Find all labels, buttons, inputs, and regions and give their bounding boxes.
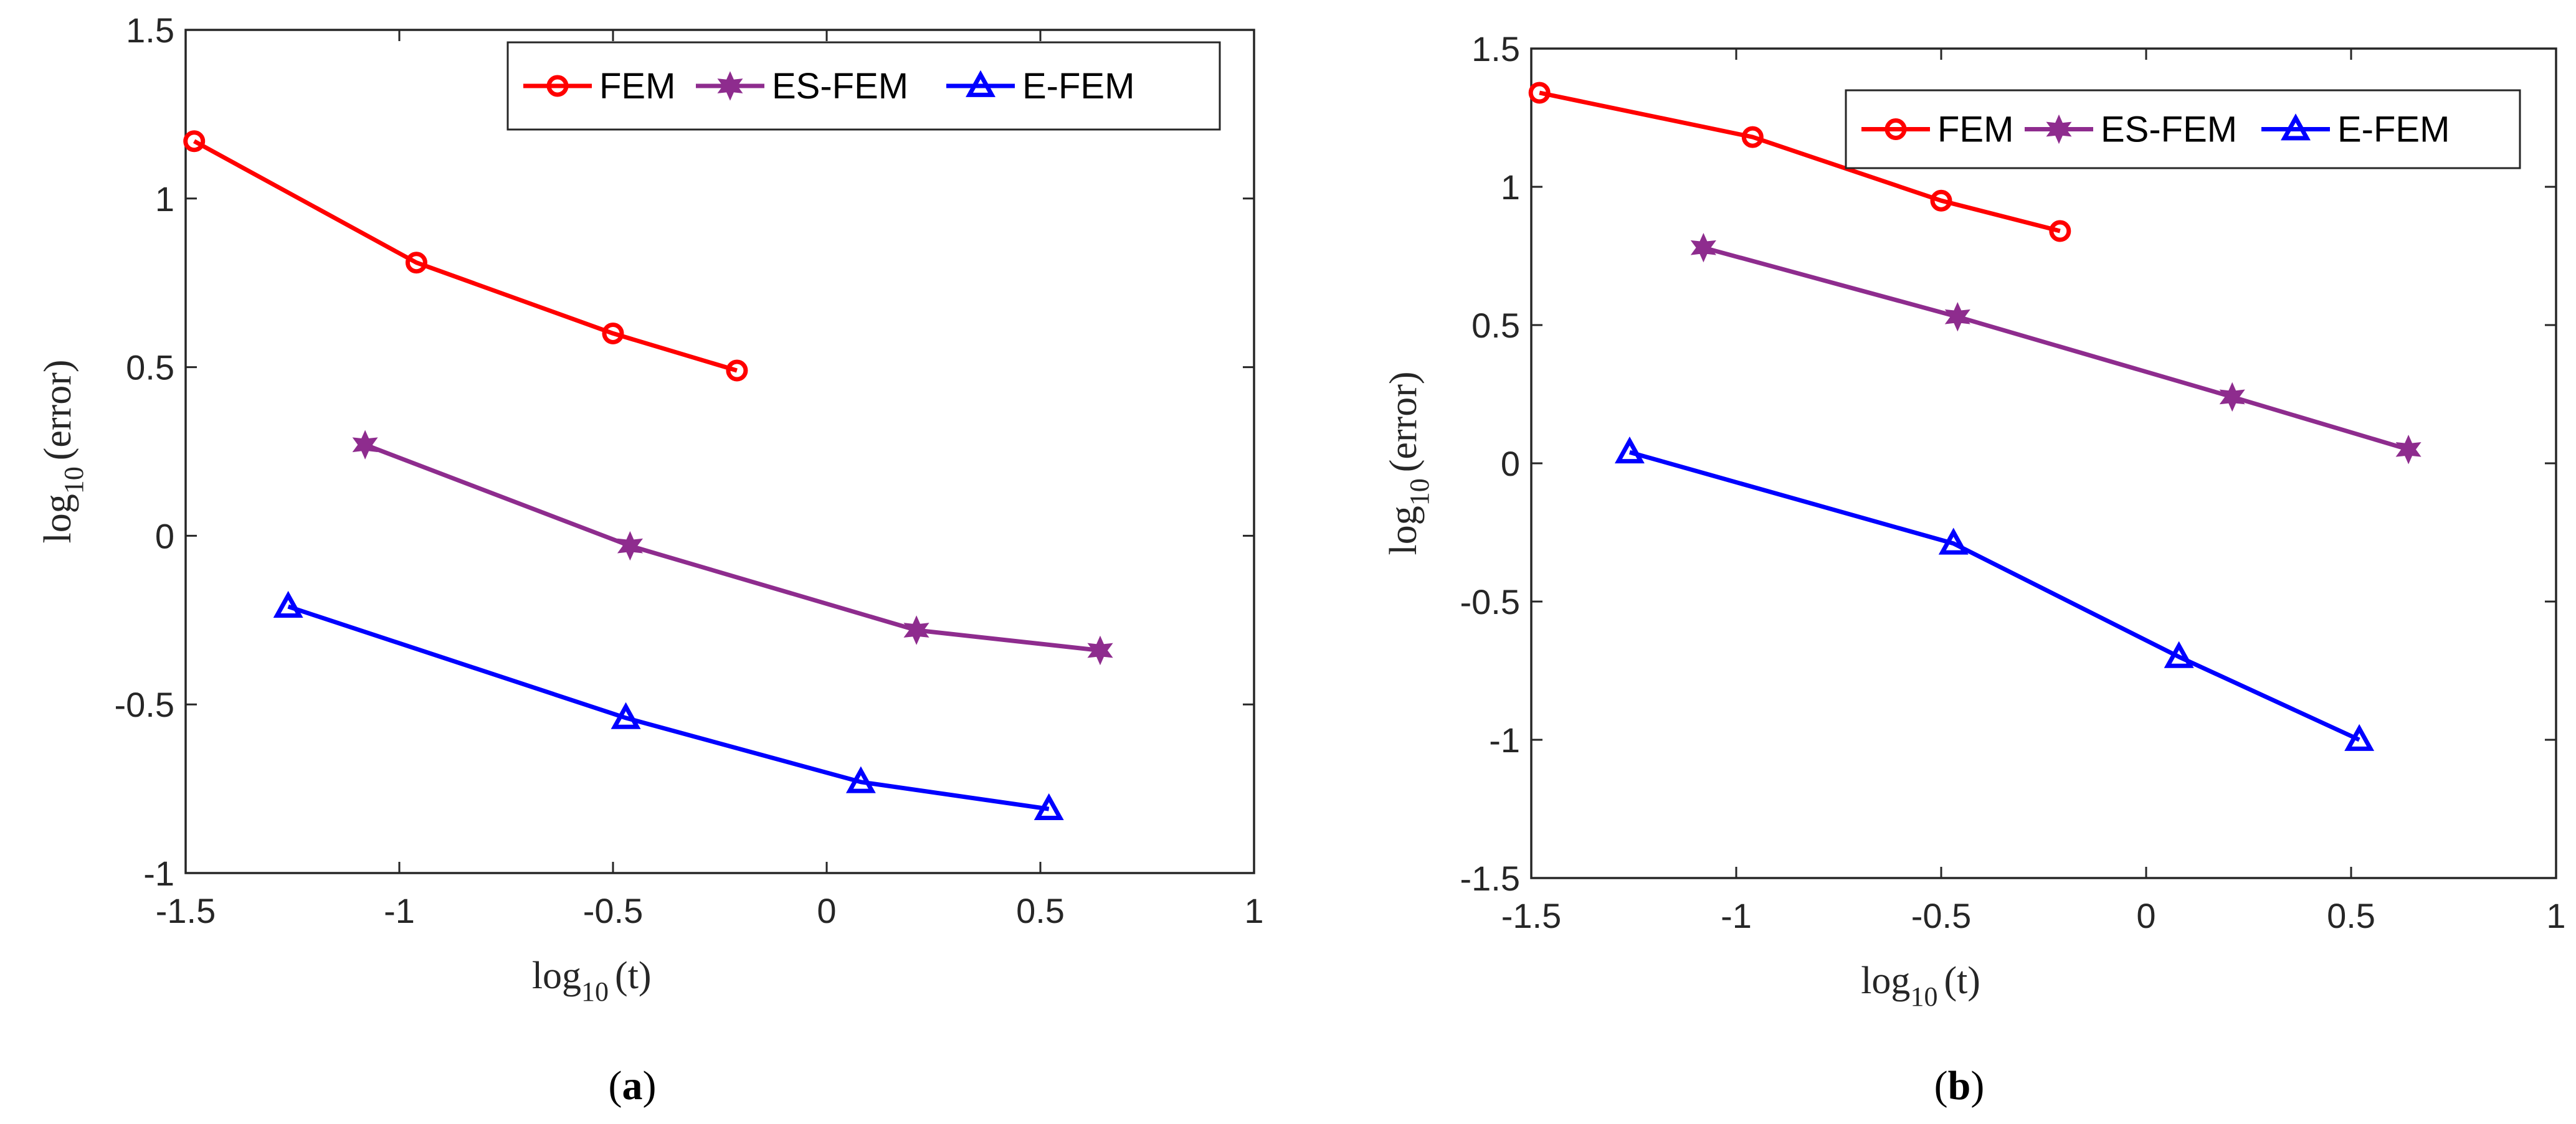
data-point-fem [2049, 220, 2071, 242]
legend-marker-e-fem [966, 70, 996, 97]
series-e-fem [1614, 437, 2375, 751]
data-point-fem [183, 130, 206, 153]
data-point-fem [726, 359, 748, 382]
legend-marker-fem [1884, 118, 1907, 140]
data-point-e-fem [1034, 793, 1064, 820]
panel-label: (b) [1934, 1063, 1985, 1108]
x-tick-label: -0.5 [1911, 896, 1972, 935]
legend-item-es-fem: ES-FEM [696, 66, 908, 106]
y-tick-label: -1 [143, 854, 174, 893]
data-point-fem [1930, 189, 1952, 212]
series-es-fem [1690, 232, 2422, 465]
chart-panel-b: -1.5 -1 -0.5 0 0.5 1 -1.5 -1 -0.5 0 0.5 1 1.5 log10 (t… [1382, 29, 2566, 1108]
y-tick-label: 1.5 [126, 11, 174, 50]
legend-marker-e-fem [2281, 113, 2311, 141]
plot-area [184, 29, 1255, 874]
data-point-e-fem [273, 590, 303, 618]
y-tick-label: 0.5 [1471, 306, 1520, 345]
legend-item-e-fem: E-FEM [2261, 110, 2450, 150]
legend-label-e-fem: E-FEM [1022, 66, 1134, 106]
y-tick-label: -1.5 [1460, 859, 1521, 898]
legend: FEM ES-FEM E-FEM [1845, 89, 2521, 169]
legend-item-e-fem: E-FEM [946, 66, 1134, 106]
data-point-es-fem [1690, 232, 1716, 263]
data-point-fem [405, 252, 427, 274]
data-point-e-fem [845, 766, 876, 793]
series-line-e-fem [287, 604, 1050, 811]
x-axis-label: log10 (t) [1861, 960, 1980, 1012]
x-tick-label: -0.5 [583, 891, 644, 930]
data-point-fem [1741, 126, 1764, 148]
legend-label-es-fem: ES-FEM [772, 66, 908, 106]
data-point-e-fem [1614, 437, 1645, 464]
x-tick-label: 0 [817, 891, 836, 930]
series-line-e-fem [1628, 450, 2360, 742]
x-axis-label: log10 (t) [532, 955, 652, 1007]
panel-label: (a) [609, 1063, 657, 1108]
series-es-fem [352, 430, 1113, 666]
legend-item-es-fem: ES-FEM [2025, 110, 2237, 150]
series-fem [183, 130, 748, 382]
y-tick-label: -1 [1489, 720, 1520, 760]
y-tick-label: 1 [1501, 168, 1520, 207]
x-tick-label: 0.5 [2327, 896, 2375, 935]
legend-marker-es-fem [717, 71, 743, 101]
y-tick-label: 0 [155, 516, 174, 555]
legend-label-es-fem: ES-FEM [2101, 110, 2237, 150]
data-point-es-fem [617, 531, 644, 561]
data-point-e-fem [2164, 641, 2194, 668]
x-tick-label: -1.5 [156, 891, 216, 930]
x-tick-label: 1 [2546, 896, 2565, 935]
x-tick-label: -1.5 [1501, 896, 1562, 935]
data-point-es-fem [352, 430, 378, 460]
data-point-e-fem [611, 702, 641, 729]
data-point-fem [602, 322, 624, 344]
data-point-fem [1528, 82, 1551, 104]
y-tick-label: 0 [1501, 444, 1520, 483]
data-point-es-fem [2395, 435, 2422, 465]
legend-marker-fem [546, 75, 569, 97]
series-line-es-fem [364, 442, 1101, 653]
x-tick-label: 0 [2136, 896, 2155, 935]
series-line-es-fem [1703, 245, 2410, 452]
x-tick-label: -1 [1721, 896, 1752, 935]
y-axis-label: log10(error) [37, 360, 89, 544]
series-line-fem [193, 139, 738, 373]
data-point-es-fem [2219, 382, 2245, 412]
legend-box [506, 41, 1221, 131]
series-e-fem [273, 590, 1064, 820]
y-tick-label: 1.5 [1471, 29, 1520, 68]
y-tick-label: 0.5 [126, 348, 174, 387]
data-point-es-fem [1944, 301, 1970, 332]
legend-label-fem: FEM [1937, 110, 2013, 150]
data-point-es-fem [1087, 635, 1113, 666]
legend-marker-es-fem [2046, 114, 2072, 144]
legend-label-e-fem: E-FEM [2337, 110, 2450, 150]
y-tick-label: 1 [155, 179, 174, 219]
data-point-e-fem [1938, 527, 1969, 555]
legend-label-fem: FEM [599, 66, 675, 106]
y-tick-label: -0.5 [1460, 582, 1521, 621]
legend-item-fem: FEM [523, 66, 675, 106]
data-point-es-fem [903, 615, 929, 645]
y-tick-label: -0.5 [115, 685, 175, 724]
legend: FEM ES-FEM E-FEM [506, 41, 1221, 131]
y-axis-label: log10(error) [1382, 372, 1435, 555]
x-tick-label: 0.5 [1016, 891, 1065, 930]
x-tick-label: 1 [1244, 891, 1263, 930]
legend-item-fem: FEM [1861, 110, 2013, 150]
legend-box [1845, 89, 2521, 169]
plot-area [1530, 47, 2557, 879]
x-tick-label: -1 [384, 891, 415, 930]
data-point-e-fem [2344, 724, 2375, 751]
